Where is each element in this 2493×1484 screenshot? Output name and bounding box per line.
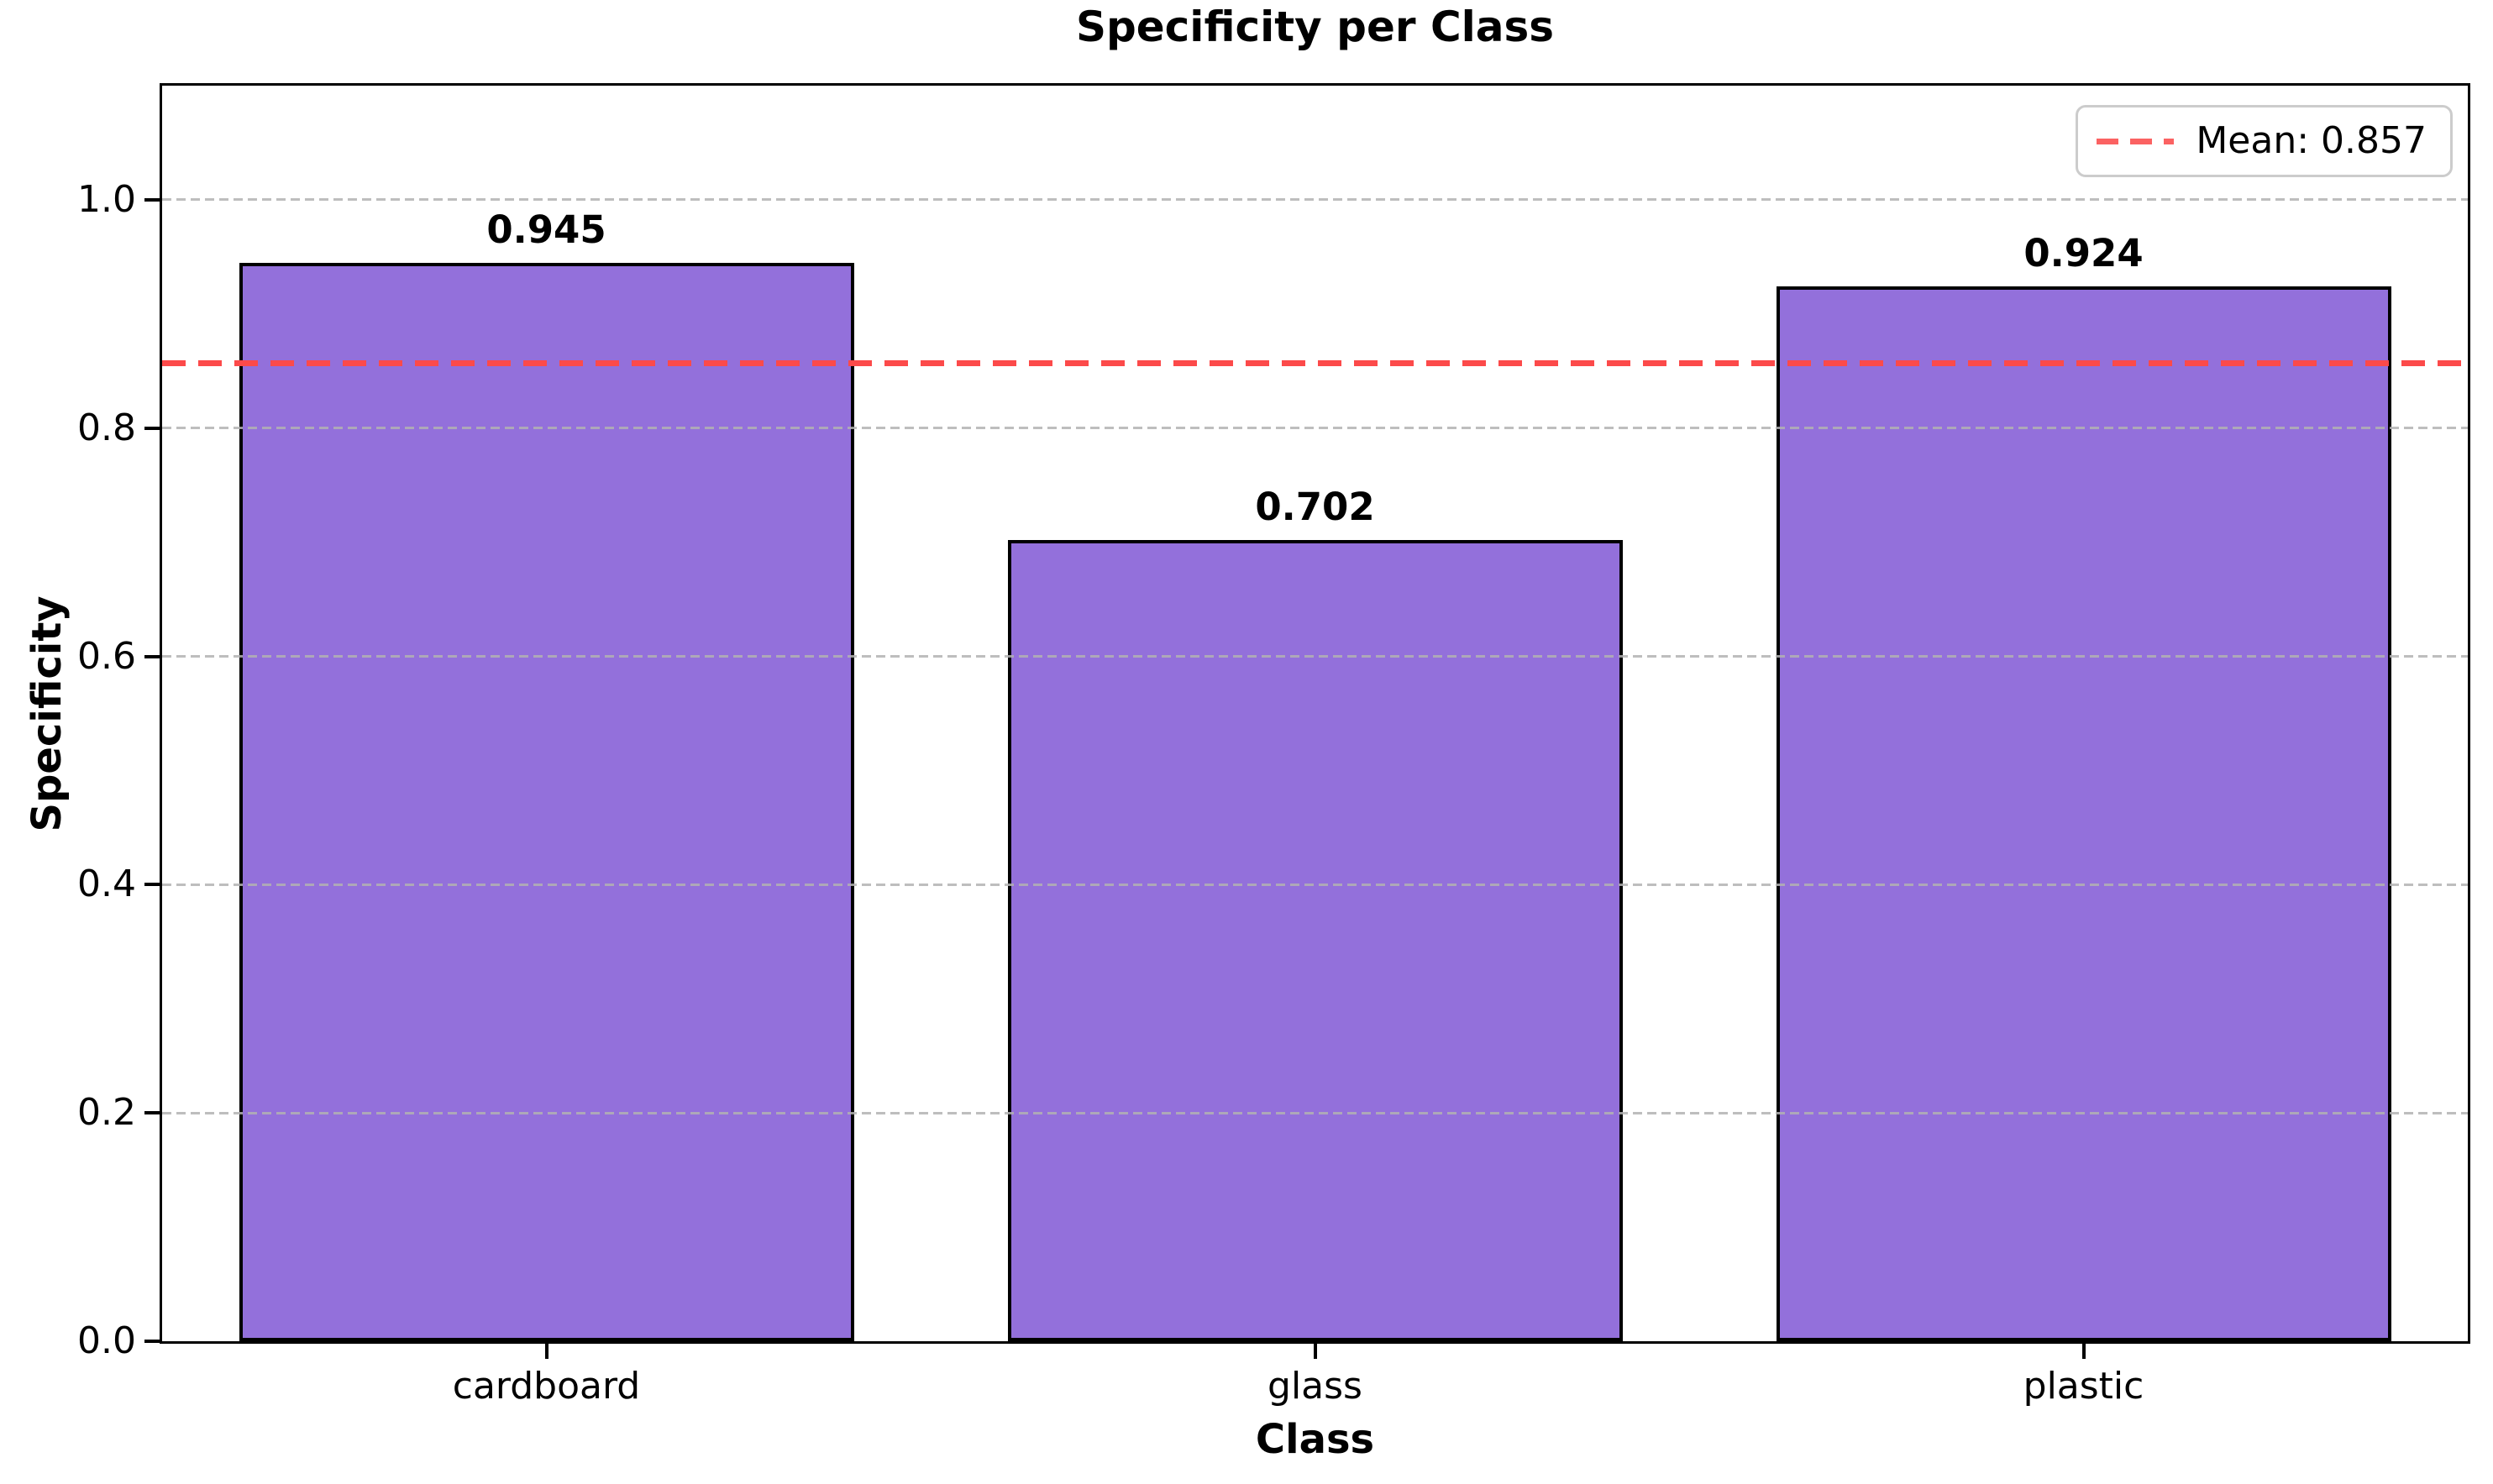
gridline-0.2 bbox=[162, 1111, 2468, 1114]
x-tick-mark-cardboard bbox=[544, 1344, 548, 1359]
y-tick-label-0.8: 0.8 bbox=[77, 406, 136, 449]
y-tick-label-0.0: 0.0 bbox=[77, 1319, 136, 1362]
y-tick-label-1.0: 1.0 bbox=[77, 177, 136, 221]
gridline-0.4 bbox=[162, 883, 2468, 886]
bar-glass bbox=[1007, 539, 1623, 1341]
x-tick-mark-glass bbox=[1313, 1344, 1317, 1359]
bar-cardboard bbox=[239, 262, 854, 1341]
y-tick-label-0.2: 0.2 bbox=[77, 1091, 136, 1135]
gridline-0.8 bbox=[162, 427, 2468, 430]
y-tick-label-0.4: 0.4 bbox=[77, 863, 136, 906]
plot-area: Mean: 0.857 bbox=[160, 83, 2470, 1344]
x-tick-label-glass: glass bbox=[1267, 1365, 1362, 1408]
legend: Mean: 0.857 bbox=[2076, 105, 2453, 177]
x-tick-label-plastic: plastic bbox=[2023, 1365, 2144, 1408]
y-tick-mark-1.0 bbox=[144, 197, 160, 202]
legend-dashed-line-swatch bbox=[2097, 138, 2175, 144]
y-tick-mark-0.4 bbox=[144, 883, 160, 887]
y-tick-mark-0.2 bbox=[144, 1111, 160, 1115]
y-tick-label-0.6: 0.6 bbox=[77, 634, 136, 678]
y-tick-mark-0.0 bbox=[144, 1340, 160, 1343]
y-tick-mark-0.6 bbox=[144, 654, 160, 658]
x-axis-label: Class bbox=[1255, 1416, 1375, 1463]
chart-title: Specificity per Class bbox=[1075, 3, 1555, 51]
bar-value-label-plastic: 0.924 bbox=[2023, 231, 2144, 276]
gridline-0.6 bbox=[162, 655, 2468, 658]
legend-label: Mean: 0.857 bbox=[2196, 119, 2427, 162]
mean-dashed-line bbox=[162, 359, 2468, 366]
bar-plastic bbox=[1776, 286, 2391, 1341]
bar-value-label-glass: 0.702 bbox=[1255, 484, 1375, 529]
x-tick-mark-plastic bbox=[2081, 1344, 2086, 1359]
x-tick-label-cardboard: cardboard bbox=[452, 1365, 641, 1408]
y-tick-mark-0.8 bbox=[144, 426, 160, 430]
y-axis-label: Specificity bbox=[24, 595, 71, 832]
bar-value-label-cardboard: 0.945 bbox=[486, 207, 606, 252]
gridline-1.0 bbox=[162, 198, 2468, 202]
